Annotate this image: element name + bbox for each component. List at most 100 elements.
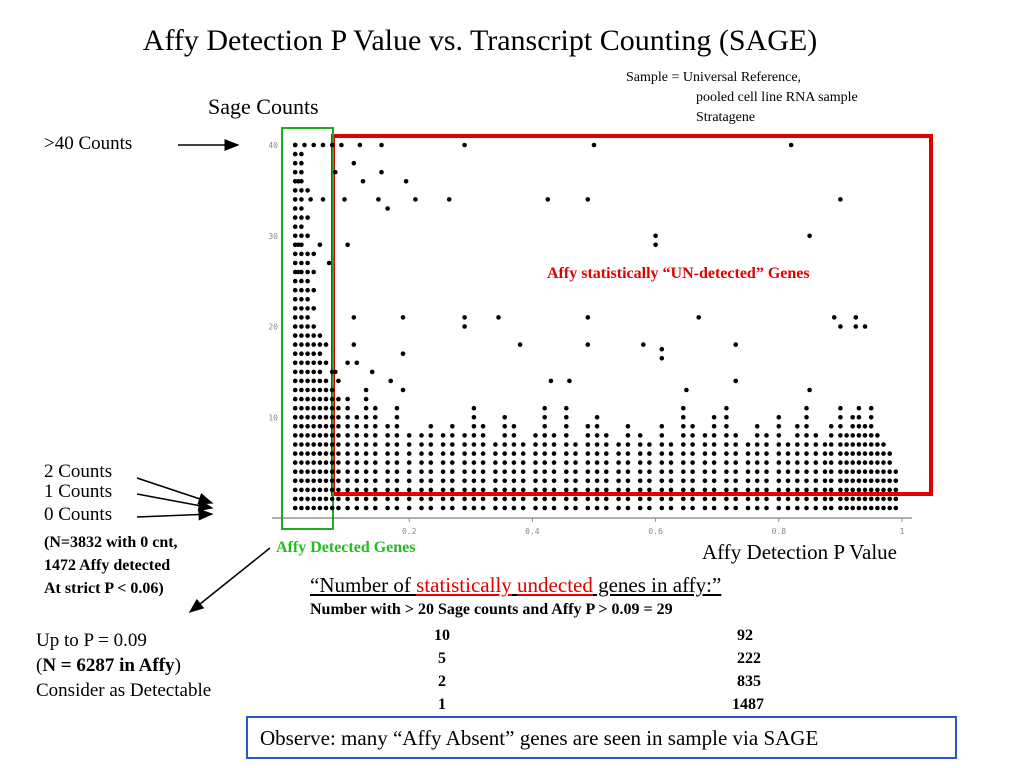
data-point [345, 451, 350, 456]
data-point [385, 433, 390, 438]
data-point [604, 451, 609, 456]
data-point [311, 424, 317, 429]
data-point [850, 442, 855, 447]
data-point [520, 478, 526, 484]
data-point [311, 269, 317, 275]
data-point [594, 469, 600, 475]
data-point [838, 405, 843, 411]
data-point [299, 297, 304, 302]
data-point [542, 478, 547, 484]
data-point [881, 451, 886, 456]
data-point [551, 505, 557, 511]
data-point [838, 460, 843, 465]
data-point [419, 451, 424, 456]
data-point [625, 487, 631, 493]
data-point [329, 496, 335, 502]
data-point [542, 451, 547, 456]
data-point [363, 405, 369, 411]
data-point [862, 496, 868, 502]
data-point [868, 469, 874, 475]
data-point [804, 487, 809, 493]
data-point [292, 369, 298, 375]
data-point [354, 415, 360, 420]
data-point [502, 478, 508, 484]
data-point [299, 369, 304, 375]
data-point [616, 469, 621, 475]
data-point [585, 460, 591, 465]
data-point [551, 442, 557, 447]
data-point [637, 451, 643, 456]
data-point [533, 460, 538, 465]
data-point [838, 469, 843, 475]
data-point [440, 451, 446, 456]
data-point [856, 478, 862, 484]
data-point [296, 242, 301, 248]
data-point [659, 496, 665, 502]
data-point [345, 442, 350, 447]
data-point [440, 433, 446, 438]
data-point [542, 442, 547, 447]
data-point [754, 424, 760, 429]
data-point [471, 424, 477, 429]
data-point [838, 505, 843, 511]
data-point [292, 160, 298, 166]
data-point [329, 442, 335, 447]
data-point [785, 460, 791, 465]
data-point [354, 496, 360, 502]
data-point [647, 505, 652, 511]
detectable-note: Up to P = 0.09 (N = 6287 in Affy) Consid… [36, 628, 211, 703]
data-point [838, 451, 843, 456]
data-point [653, 242, 658, 248]
data-point [585, 469, 591, 475]
data-point [299, 415, 304, 420]
data-point [893, 469, 899, 475]
data-point [354, 487, 360, 493]
data-point [373, 433, 378, 438]
data-point [875, 478, 880, 484]
data-point [345, 405, 350, 411]
data-point [564, 478, 569, 484]
data-point [585, 433, 591, 438]
data-point [373, 496, 378, 502]
data-point [323, 405, 329, 411]
data-point [502, 505, 508, 511]
data-point [838, 424, 843, 429]
data-point [868, 460, 874, 465]
data-point [493, 469, 498, 475]
data-point [893, 496, 899, 502]
data-point [616, 478, 621, 484]
data-point [471, 460, 477, 465]
data-point [339, 142, 344, 148]
data-point [564, 487, 569, 493]
data-point [517, 342, 523, 347]
data-point [702, 478, 708, 484]
data-point [305, 369, 310, 375]
data-point [828, 460, 834, 465]
data-point [733, 433, 738, 438]
data-point [299, 460, 304, 465]
data-point [511, 433, 517, 438]
data-point [887, 451, 892, 456]
data-point [336, 451, 341, 456]
data-point [299, 378, 304, 384]
data-point [868, 487, 874, 493]
data-point [844, 496, 849, 502]
data-point [733, 378, 738, 384]
data-point [807, 387, 812, 393]
data-point [450, 505, 455, 511]
data-point [788, 142, 794, 148]
data-point [764, 442, 769, 447]
data-point [292, 360, 298, 366]
data-point [681, 433, 686, 438]
data-point [659, 460, 665, 465]
data-point [299, 306, 304, 311]
data-point [323, 442, 329, 447]
data-point [637, 460, 643, 465]
data-point [379, 142, 384, 148]
data-point [637, 433, 643, 438]
data-point [585, 505, 591, 511]
data-point [813, 469, 819, 475]
data-point [299, 387, 304, 393]
data-point [502, 451, 508, 456]
data-point [363, 387, 369, 393]
